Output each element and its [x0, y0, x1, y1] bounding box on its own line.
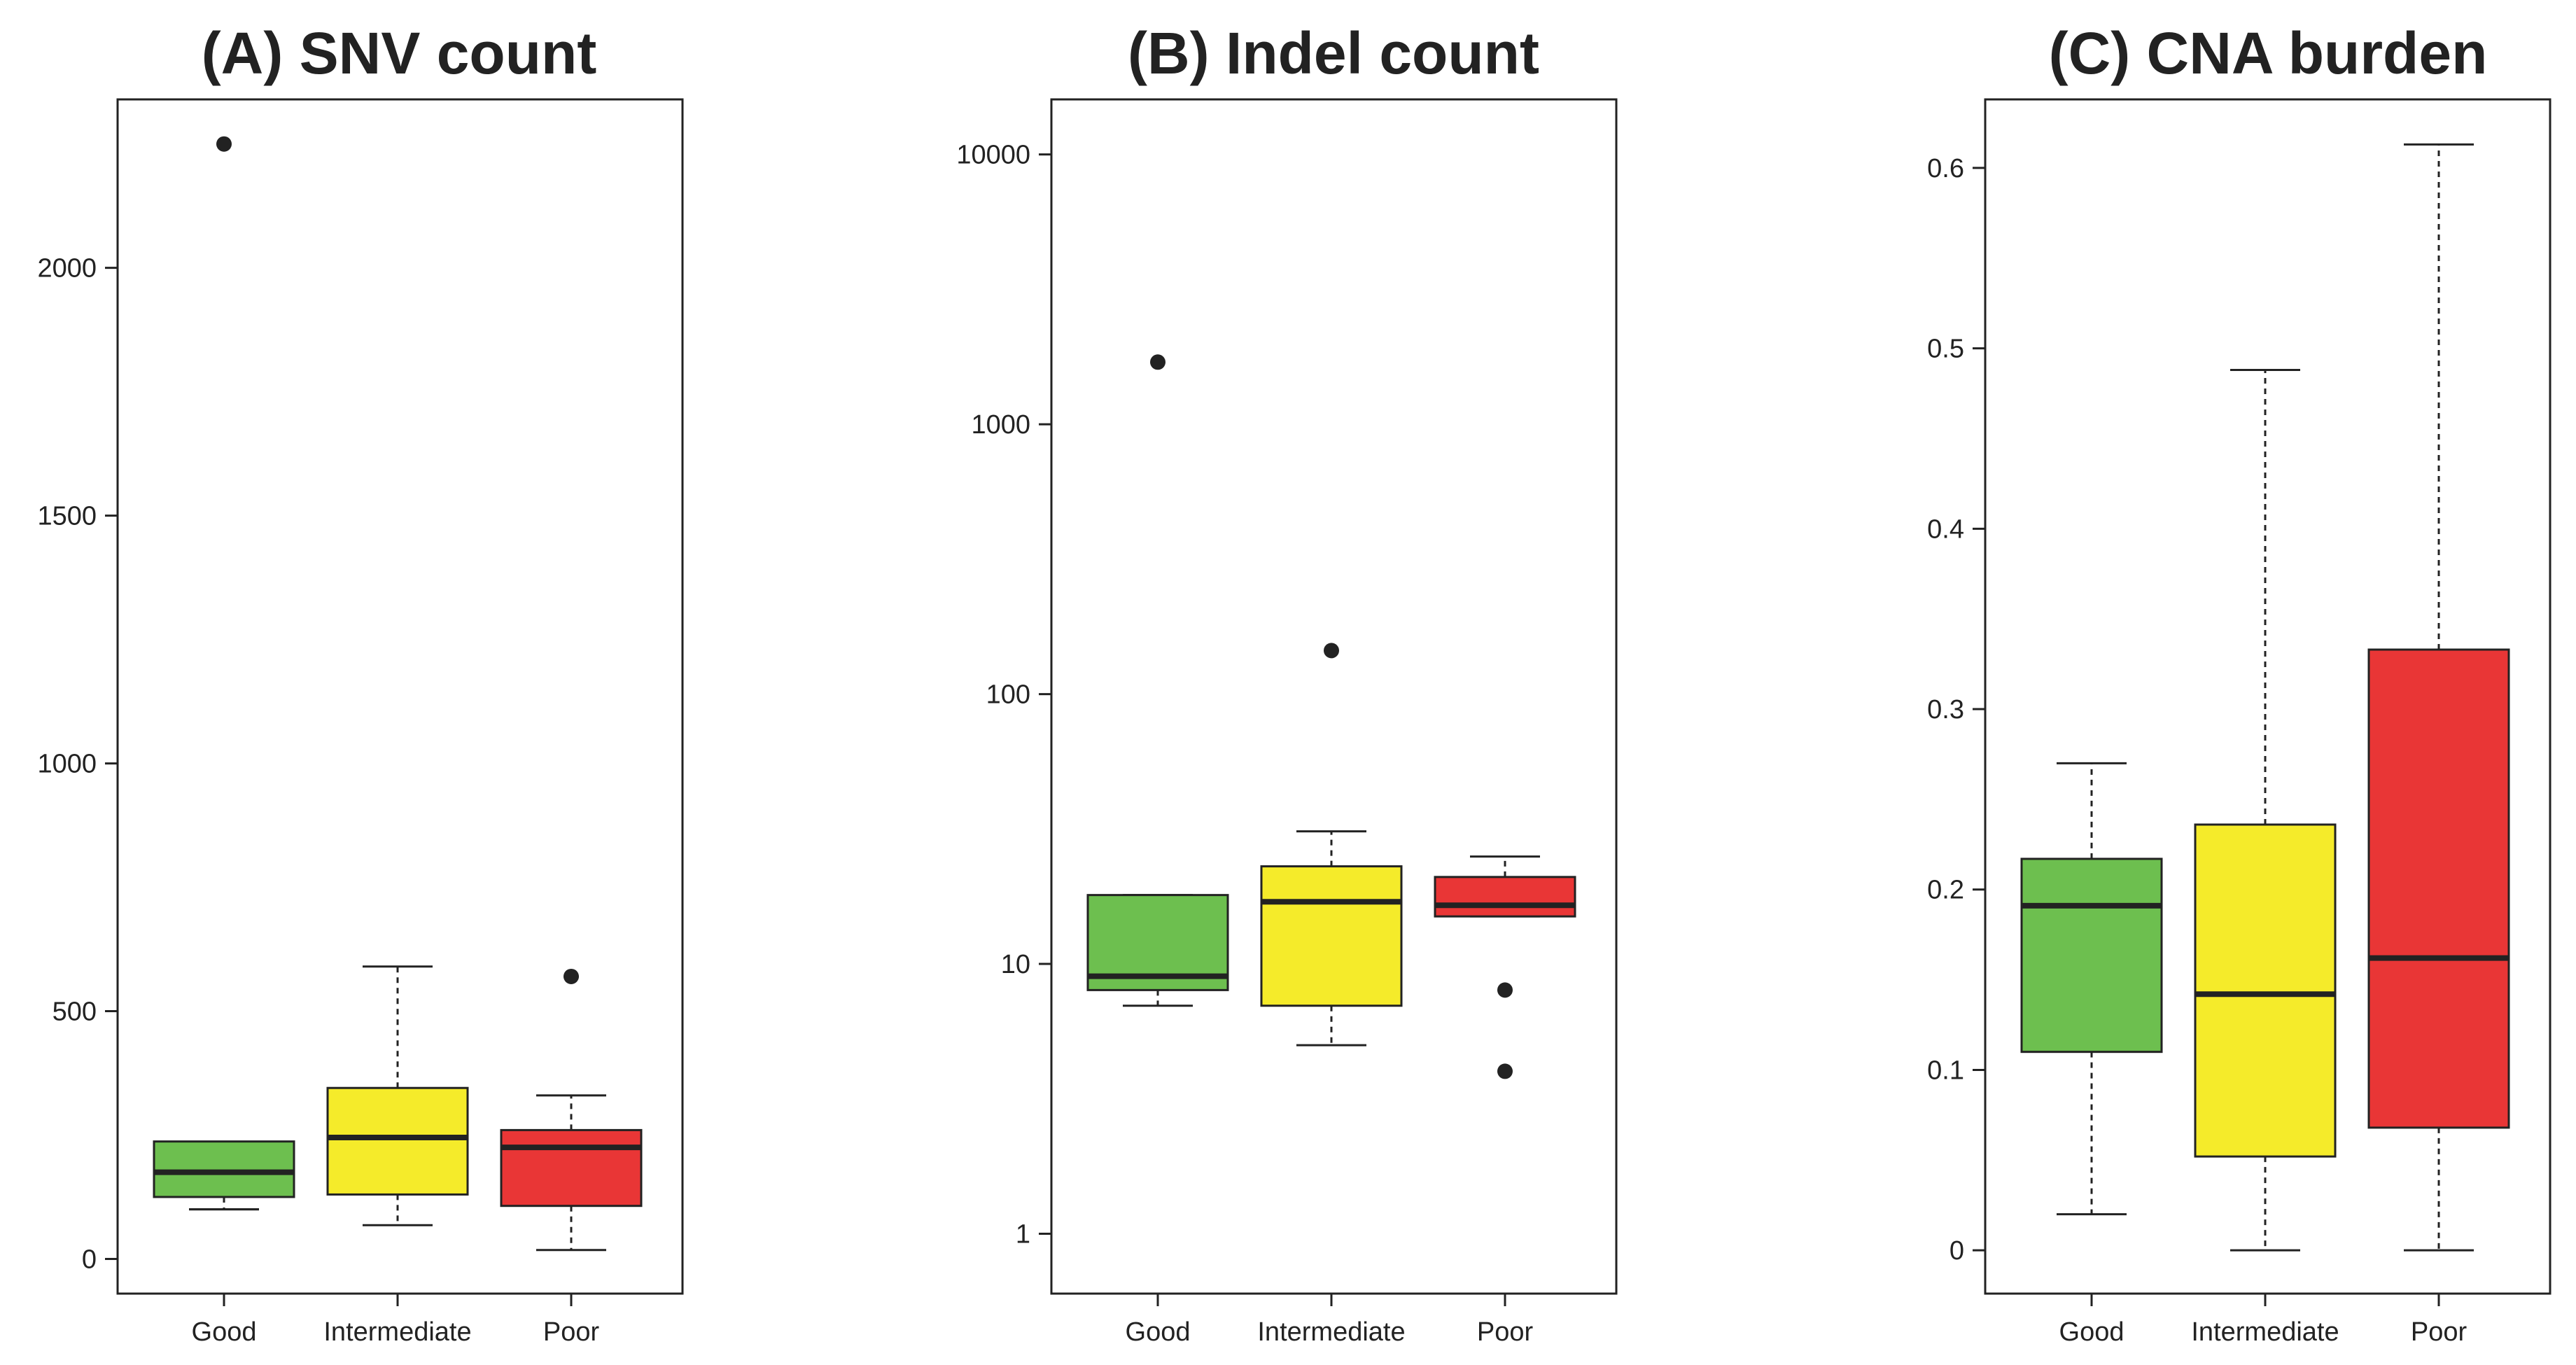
y-tick-label: 0 — [1949, 1236, 1964, 1266]
outlier-point — [1497, 1063, 1513, 1079]
y-tick-label: 500 — [52, 997, 97, 1027]
panel-cna-burden: (C) CNA burden 0 0.1 0.2 0.3 0.4 0.5 0.6 Good In… — [1927, 20, 2552, 1347]
outlier-point — [1150, 354, 1166, 370]
panel-title: (C) CNA burden — [2049, 20, 2488, 86]
outlier-point — [1497, 982, 1513, 998]
y-tick-label: 0.5 — [1927, 335, 1964, 364]
x-tick-label: Good — [192, 1317, 257, 1347]
y-tick-label: 0.6 — [1927, 154, 1964, 183]
box-intermediate — [1260, 865, 1403, 1007]
panel-title: (A) SNV count — [202, 20, 597, 86]
outlier-point — [216, 136, 232, 152]
panel-indel-count: (B) Indel count 1 10 100 1000 10000 Good Inter… — [956, 20, 1618, 1347]
box-poor — [1434, 876, 1576, 918]
y-tick-label: 0.4 — [1927, 514, 1964, 544]
x-tick-label: Poor — [1477, 1317, 1534, 1347]
plot-frame — [1050, 98, 1618, 1295]
y-tick-label: 0 — [82, 1245, 97, 1274]
x-tick-label: Intermediate — [323, 1317, 471, 1347]
x-tick-label: Poor — [543, 1317, 600, 1347]
y-tick-label: 1500 — [37, 502, 97, 531]
y-tick-label: 1000 — [37, 750, 97, 779]
outlier-point — [564, 968, 579, 984]
y-tick-label: 0.2 — [1927, 876, 1964, 905]
x-tick-label: Good — [2059, 1317, 2124, 1347]
box-good — [153, 1140, 295, 1198]
y-tick-label: 100 — [986, 680, 1030, 710]
box-good — [2020, 858, 2163, 1054]
plot-frame — [1984, 98, 2552, 1295]
box-intermediate — [326, 1086, 469, 1196]
y-tick-label: 10 — [1001, 950, 1030, 979]
x-tick-label: Intermediate — [2191, 1317, 2339, 1347]
box-intermediate — [2194, 823, 2337, 1158]
y-tick-label: 10000 — [956, 141, 1030, 170]
y-tick-label: 0.3 — [1927, 695, 1964, 724]
y-tick-label: 1 — [1016, 1219, 1030, 1249]
box-poor — [2367, 648, 2510, 1129]
y-tick-label: 0.1 — [1927, 1056, 1964, 1085]
box-poor — [500, 1128, 643, 1208]
outlier-point — [1324, 643, 1339, 659]
y-tick-label: 1000 — [971, 410, 1030, 440]
x-tick-label: Intermediate — [1257, 1317, 1405, 1347]
panel-title: (B) Indel count — [1128, 20, 1539, 86]
panel-snv-count: (A) SNV count 0 500 1000 1500 2000 Good Interm… — [37, 20, 684, 1347]
x-tick-label: Good — [1126, 1317, 1191, 1347]
y-tick-label: 2000 — [37, 254, 97, 284]
plot-frame — [116, 98, 684, 1295]
x-tick-label: Poor — [2411, 1317, 2468, 1347]
